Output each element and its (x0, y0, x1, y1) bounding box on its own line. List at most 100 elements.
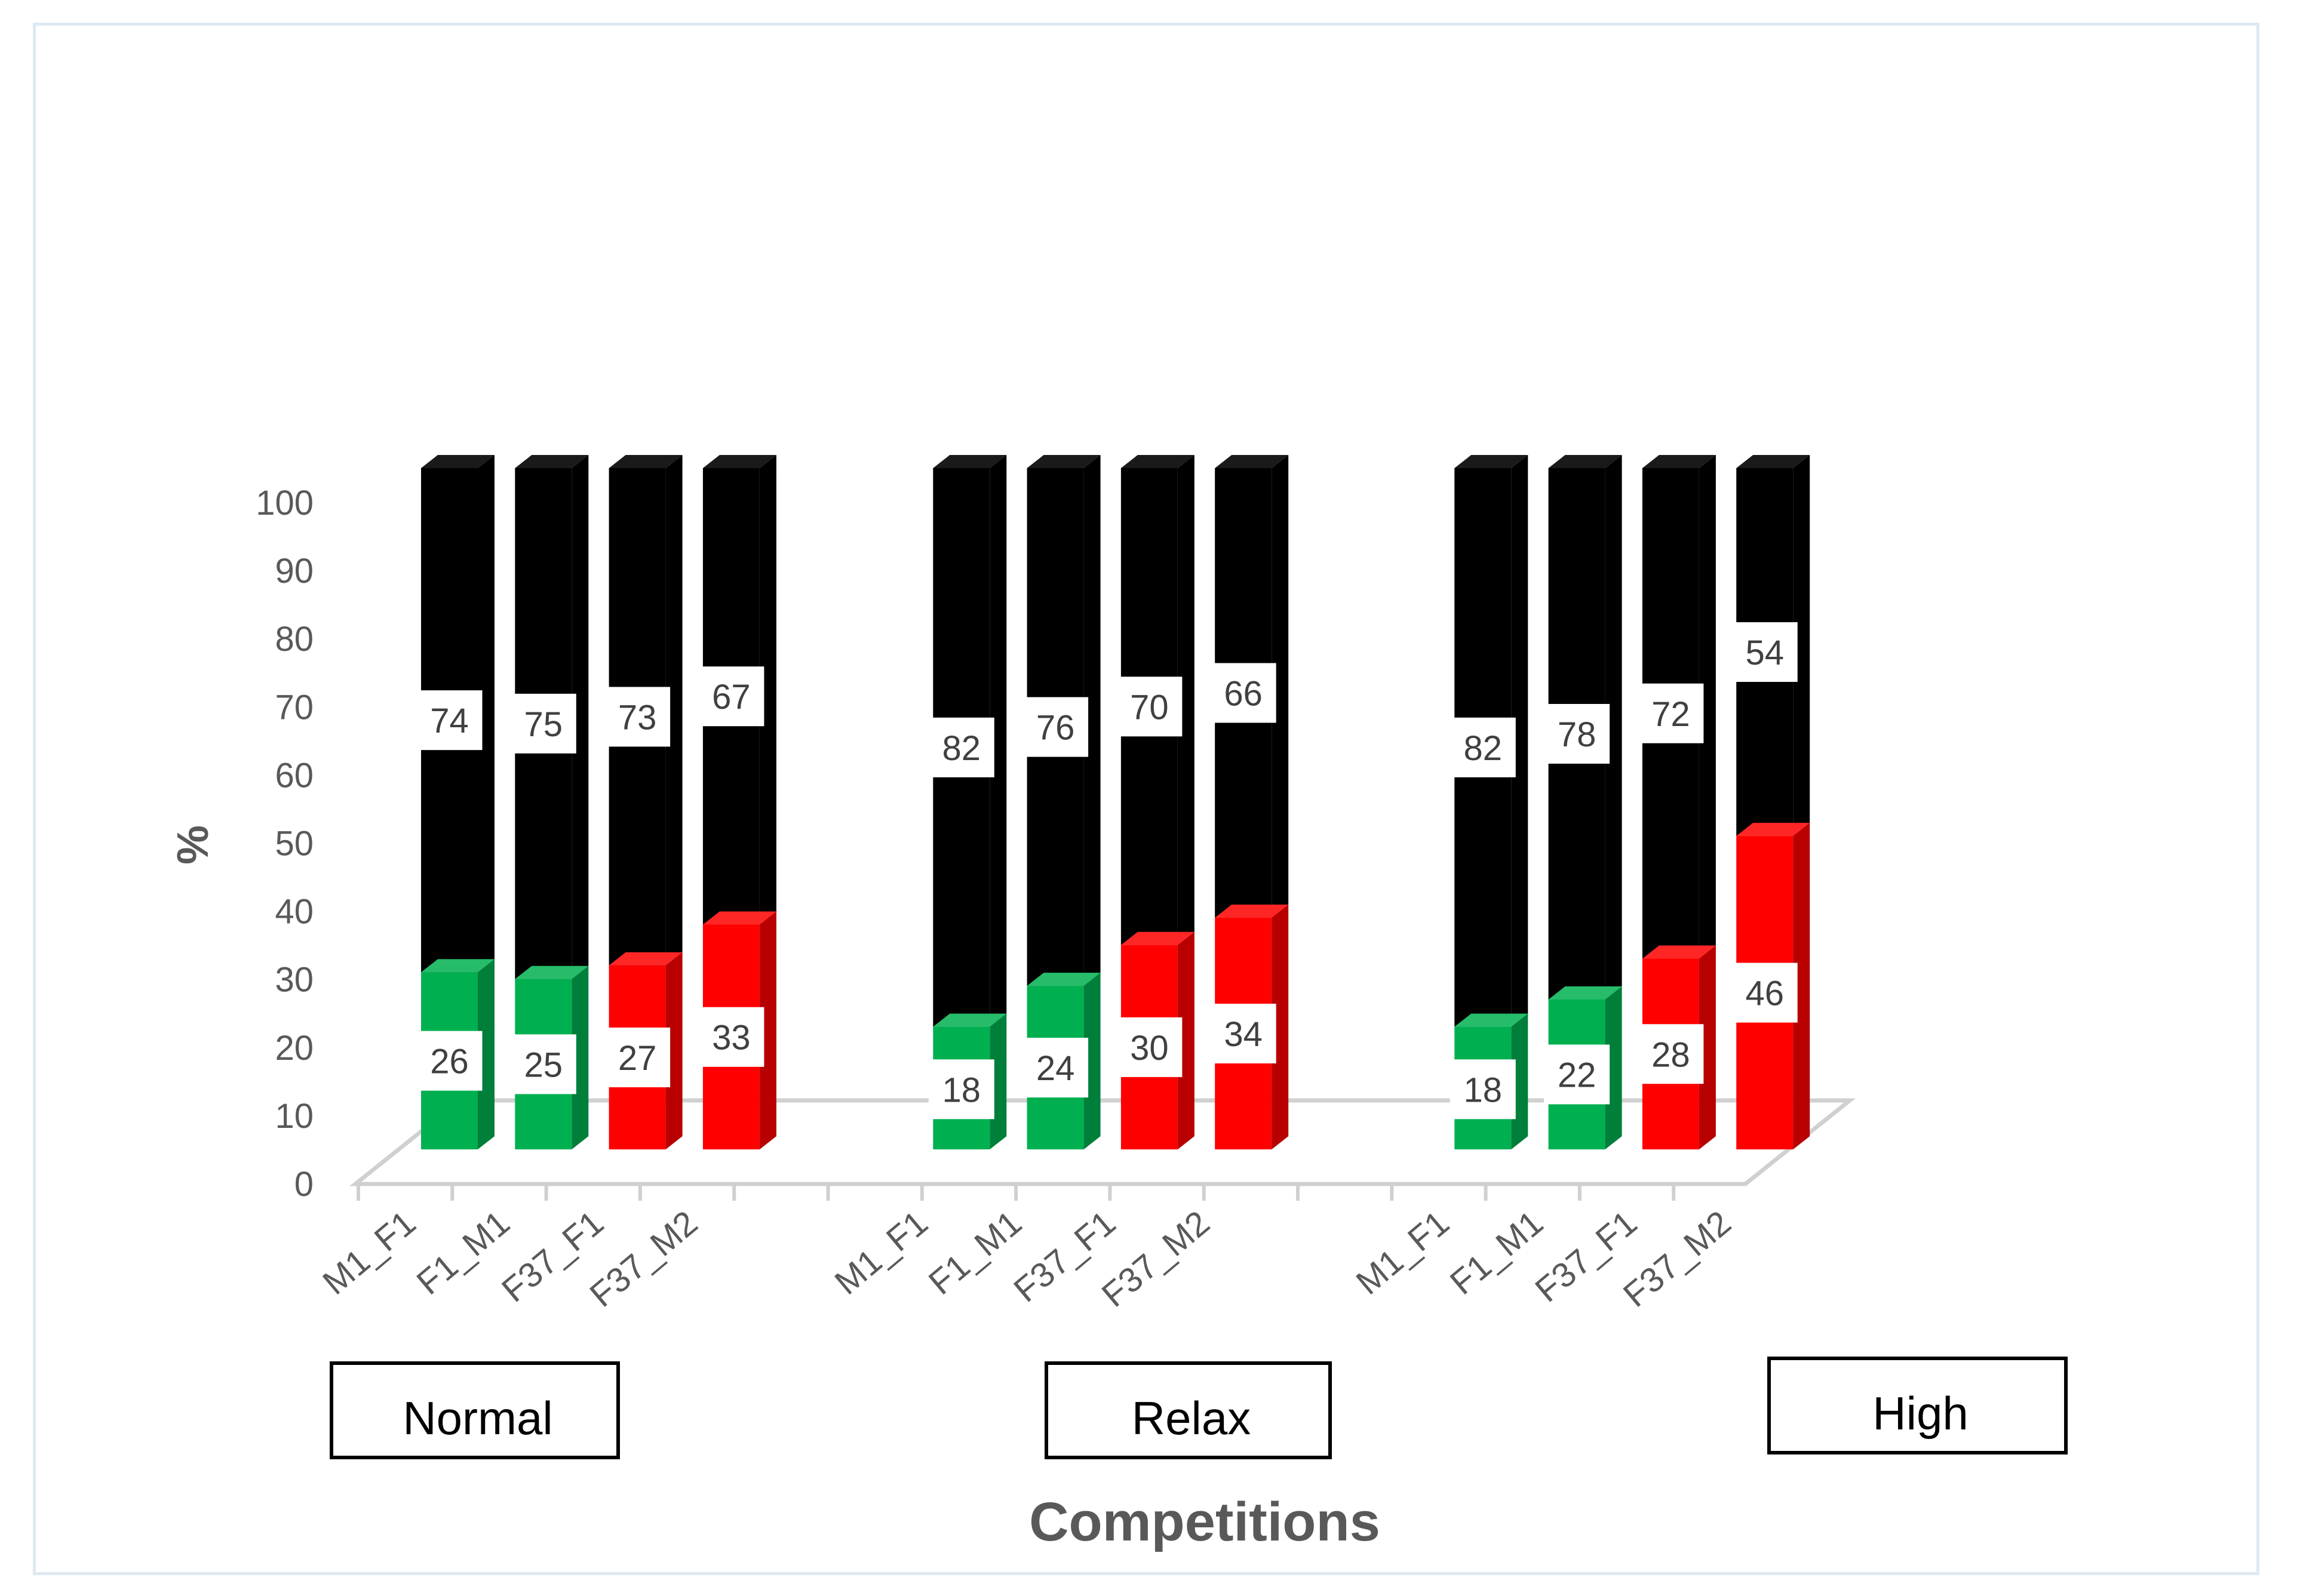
group-label-relax: Relax (1132, 1392, 1251, 1444)
data-label-box (1638, 1024, 1704, 1084)
bar-top-segment-top (1215, 455, 1289, 468)
bar-bottom-segment-side (1272, 905, 1289, 1149)
group-label-box (330, 1361, 620, 1459)
bar-bottom-segment-top (1548, 986, 1622, 1000)
data-label-box (416, 690, 483, 751)
data-label-top: 82 (942, 729, 981, 768)
data-label-box (1450, 717, 1516, 777)
y-tick-label: 80 (275, 620, 314, 659)
bar-bottom-segment-side (1699, 945, 1716, 1149)
bar-bottom-segment-side (478, 959, 495, 1149)
bar-bottom-segment-top (1120, 931, 1194, 945)
data-label-box (1210, 1004, 1276, 1064)
x-tick-label: M1_F1 (1349, 1203, 1457, 1302)
data-label-box (1544, 1044, 1610, 1105)
chart-frame (33, 23, 2259, 1575)
data-label-bottom: 34 (1224, 1015, 1263, 1054)
bar-top-segment-top (933, 455, 1007, 468)
y-tick-label: 90 (275, 552, 314, 591)
bar-top-segment-top (421, 455, 495, 468)
y-tick-label: 100 (256, 484, 314, 522)
bar-bottom-segment-side (1605, 986, 1622, 1149)
bar-bottom-segment-top (702, 911, 776, 925)
data-label-bottom: 25 (524, 1045, 563, 1084)
y-tick-label: 50 (275, 825, 314, 863)
bar-top-segment-side (478, 455, 495, 973)
bar-bottom-segment-side (759, 911, 776, 1149)
data-label-top: 73 (618, 698, 657, 737)
data-label-box (416, 1031, 483, 1091)
y-tick-label: 60 (275, 756, 314, 795)
bar-top-segment-side (665, 455, 683, 965)
data-label-box (1022, 1038, 1089, 1098)
y-tick-label: 70 (275, 688, 314, 727)
data-label-box (1638, 683, 1704, 743)
bar-top-segment-side (759, 455, 776, 925)
group-label-normal: Normal (403, 1392, 552, 1444)
bar-top-segment-top (1454, 455, 1528, 468)
data-label-box (1116, 1017, 1183, 1077)
bar-bottom-segment-side (1177, 931, 1194, 1149)
data-label-top: 72 (1651, 695, 1690, 734)
bar-bottom-segment-top (933, 1013, 1007, 1027)
bar-top-segment-side (990, 455, 1007, 1027)
bar-top-segment-top (1027, 455, 1101, 468)
data-label-box (1544, 703, 1610, 764)
bar-top-segment-top (515, 455, 589, 468)
bar-top-segment-side (1699, 455, 1716, 959)
data-label-top: 76 (1036, 709, 1075, 748)
bar-top-segment-top (1548, 455, 1622, 468)
data-label-box (510, 693, 576, 754)
data-label-box (1731, 962, 1798, 1023)
data-label-box (1022, 697, 1089, 757)
bar-top-segment-side (572, 455, 589, 979)
bar-top-segment-top (1120, 455, 1194, 468)
data-label-top: 70 (1130, 688, 1169, 727)
y-axis-title: % (168, 825, 217, 865)
group-label-box (1767, 1357, 2068, 1454)
y-tick-label: 10 (275, 1097, 314, 1136)
data-label-bottom: 18 (1464, 1071, 1503, 1109)
data-label-box (1116, 676, 1183, 737)
data-label-bottom: 46 (1745, 974, 1784, 1013)
y-tick-label: 20 (275, 1029, 314, 1068)
x-tick-label: M1_F1 (828, 1203, 935, 1302)
data-label-box (698, 1007, 764, 1067)
y-tick-label: 30 (275, 961, 314, 1000)
bar-bottom-segment-top (421, 959, 495, 973)
bar-top-segment-side (1177, 455, 1194, 945)
data-label-box (1450, 1059, 1516, 1120)
data-label-top: 75 (524, 705, 563, 744)
data-label-top: 82 (1464, 729, 1503, 768)
data-label-box (510, 1034, 576, 1094)
x-tick-label: M1_F1 (315, 1203, 423, 1302)
group-label-high: High (1872, 1387, 1968, 1440)
bar-bottom-segment-top (1454, 1013, 1528, 1027)
data-label-box (604, 1027, 671, 1087)
bar-bottom-segment-side (665, 952, 683, 1149)
bar-bottom-segment-top (515, 965, 589, 979)
bar-bottom-segment-top (1642, 945, 1716, 959)
bar-bottom-segment-top (1736, 823, 1810, 837)
bar-bottom-segment-top (1027, 973, 1101, 986)
x-tick-label: F37_M2 (582, 1203, 705, 1315)
x-tick-label: F37_M2 (1616, 1203, 1739, 1315)
data-label-top: 54 (1745, 634, 1784, 672)
x-axis-title: Competitions (1029, 1492, 1380, 1552)
bar-top-segment-side (1083, 455, 1101, 986)
y-tick-label: 0 (294, 1165, 314, 1204)
data-label-bottom: 24 (1036, 1049, 1075, 1088)
bar-bottom-segment-top (1215, 905, 1289, 918)
bar-top-segment-side (1605, 455, 1622, 1000)
data-label-top: 74 (430, 702, 469, 740)
bar-top-segment-top (1736, 455, 1810, 468)
data-label-box (928, 1059, 994, 1120)
data-label-bottom: 33 (712, 1019, 751, 1057)
data-label-box (698, 666, 764, 727)
data-label-bottom: 27 (618, 1039, 657, 1078)
data-label-box (928, 717, 994, 777)
bar-top-segment-top (1642, 455, 1716, 468)
bar-bottom-segment-side (1083, 973, 1101, 1149)
bar-bottom-segment-side (1793, 823, 1810, 1149)
